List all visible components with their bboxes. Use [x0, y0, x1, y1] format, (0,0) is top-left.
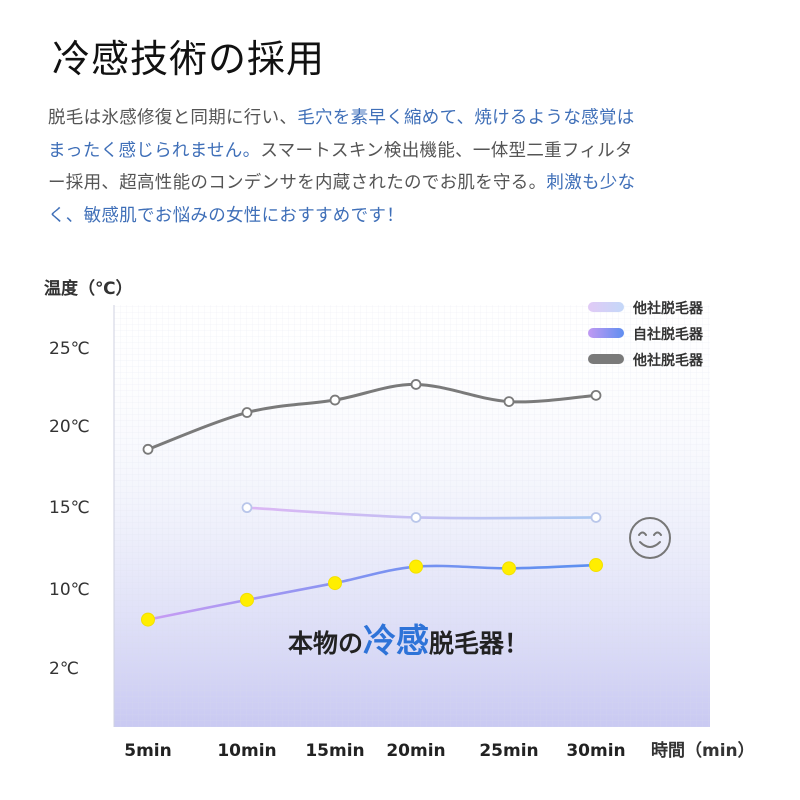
legend-swatch [588, 328, 624, 338]
highlighted-text: 刺激も少なく、敏感肌でお悩みの女性におすすめです！ [48, 173, 636, 226]
body-text: スマートスキン検出機能、一体型二重フィルター採用、超高性能のコンデンサを内蔵され… [48, 140, 633, 194]
data-point [410, 512, 422, 523]
y-tick-label: 15℃ [49, 498, 90, 518]
legend-label: 他社脱毛器 [632, 300, 704, 317]
x-tick-label: 15min [305, 741, 364, 761]
annotation-pre: 本物の [288, 629, 363, 658]
legend-label: 自社脱毛器 [633, 326, 704, 343]
data-point [589, 558, 603, 573]
data-point [409, 559, 423, 574]
y-tick-label: 2℃ [49, 659, 79, 679]
x-axis-label: 時間（min） [651, 740, 755, 761]
legend-swatch [588, 302, 624, 312]
data-point [240, 592, 254, 607]
data-point [503, 396, 515, 408]
legend-swatch [588, 354, 624, 364]
x-tick-label: 30min [566, 741, 625, 761]
chart-annotation: 本物の冷感脱毛器！ [288, 621, 529, 660]
y-axis-label: 温度（℃） [44, 278, 133, 299]
data-point [502, 561, 516, 576]
series-line-own-product [146, 563, 598, 621]
data-point [410, 379, 422, 390]
data-point [329, 394, 341, 406]
x-tick-label: 25min [479, 741, 538, 761]
series-line-competitor-gray [146, 382, 598, 451]
smiley-face-icon [629, 517, 671, 559]
y-tick-label: 25℃ [49, 339, 90, 359]
annotation-emphasis: 冷感 [363, 621, 429, 660]
y-tick-label: 10℃ [49, 580, 90, 600]
data-point [590, 389, 602, 401]
body-text: 脱毛は氷感修復と同期に行い、 [48, 108, 298, 128]
y-tick-label: 20℃ [49, 417, 90, 437]
x-tick-label: 10min [217, 741, 276, 761]
data-point [241, 502, 253, 514]
data-point [590, 512, 602, 523]
legend-label: 他社脱毛器 [632, 352, 704, 369]
data-point [328, 576, 342, 591]
data-point [241, 407, 253, 418]
highlighted-text: 毛穴を素早く縮めて、焼けるような感覚はまったく感じられません。 [48, 108, 635, 161]
page-title: 冷感技術の採用 [52, 37, 326, 81]
x-tick-label: 20min [386, 741, 445, 761]
x-tick-label: 5min [124, 741, 171, 761]
data-point [141, 612, 155, 627]
annotation-post: 脱毛器！ [429, 629, 529, 658]
description-paragraph: 脱毛は氷感修復と同期に行い、毛穴を素早く縮めて、焼けるような感覚はまったく感じら… [48, 102, 648, 232]
data-point [142, 443, 154, 455]
